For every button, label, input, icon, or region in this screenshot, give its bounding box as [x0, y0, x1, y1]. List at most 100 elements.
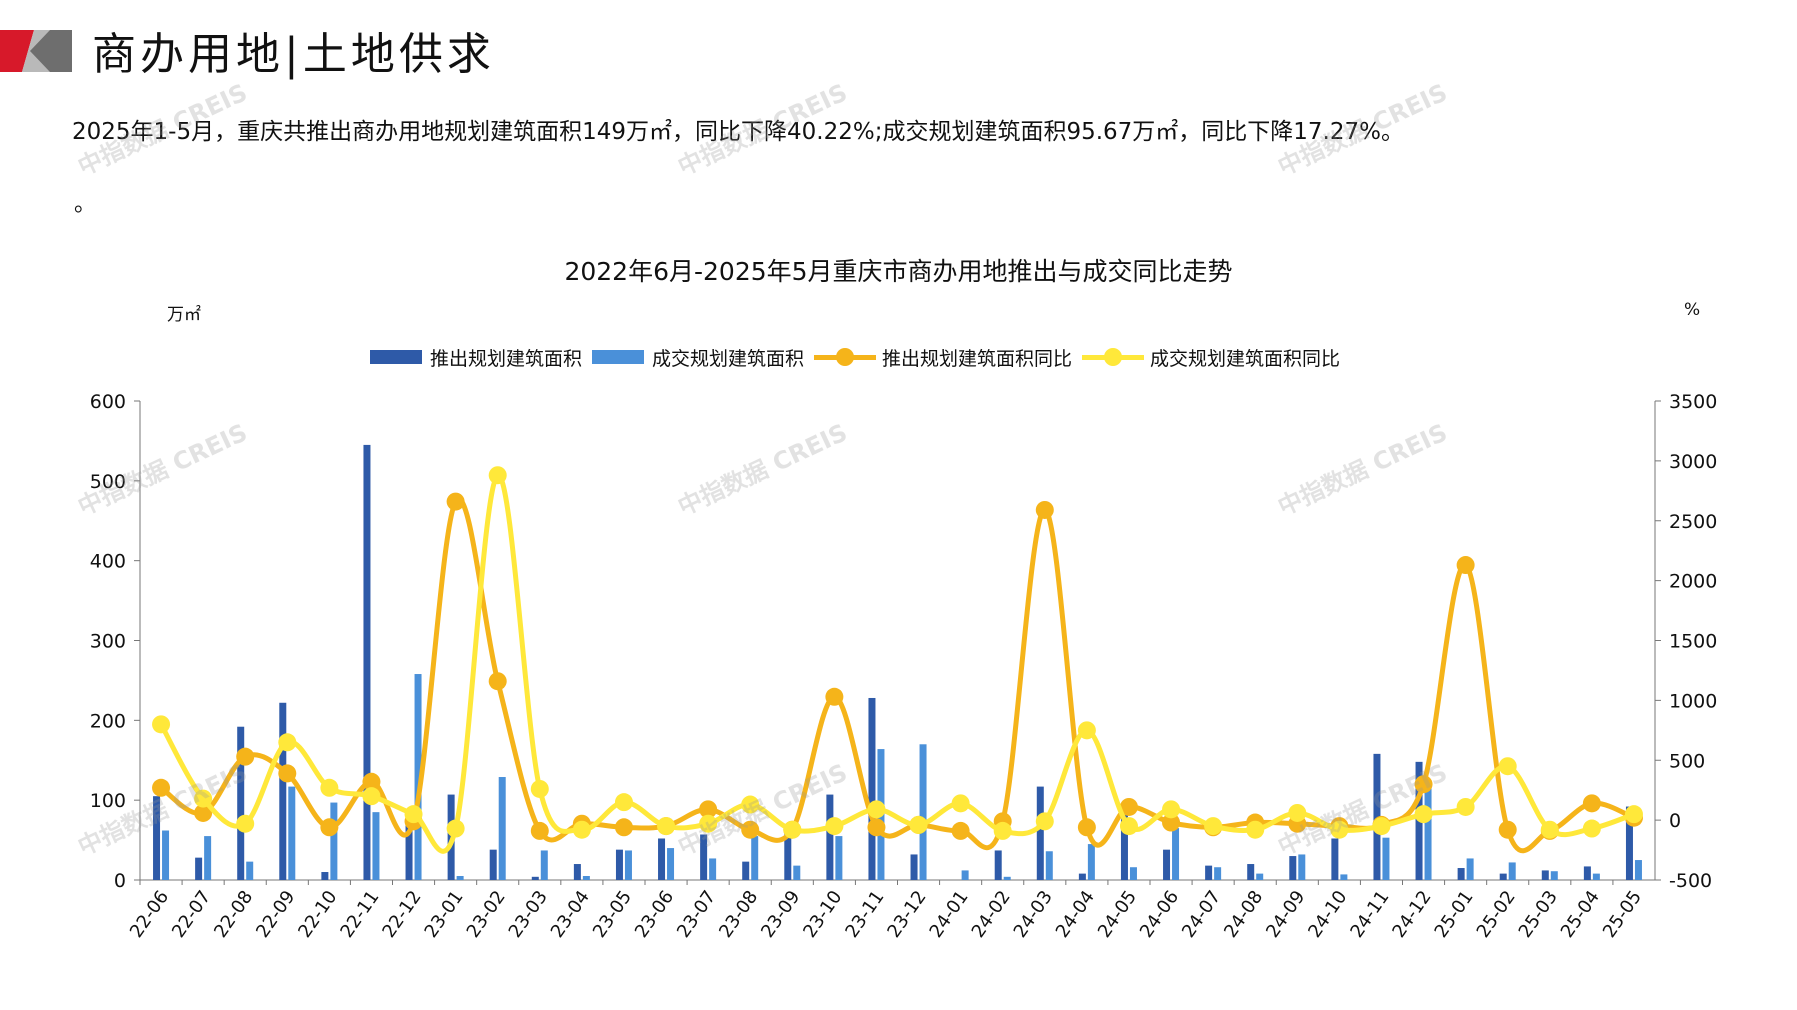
- deal-yoy-point: [657, 817, 676, 836]
- bar-supply: [784, 832, 792, 880]
- right-tick-label: 1500: [1669, 631, 1717, 653]
- supply-yoy-point: [1456, 556, 1475, 575]
- bar-deal: [919, 744, 927, 880]
- supply-yoy-point: [825, 687, 844, 706]
- bar-deal: [498, 777, 506, 880]
- supply-yoy-point: [530, 821, 549, 840]
- bar-supply: [700, 834, 708, 880]
- deal-yoy-point: [1035, 812, 1054, 831]
- bar-deal: [288, 786, 296, 880]
- bar-deal: [1045, 851, 1053, 880]
- supply-yoy-point: [446, 492, 465, 511]
- deal-yoy-point: [993, 821, 1012, 840]
- left-tick-label: 100: [90, 790, 126, 812]
- supply-yoy-point: [320, 818, 339, 837]
- supply-yoy-point: [278, 764, 297, 783]
- legend-item-deal-yoy: 成交规划建筑面积同比: [1082, 344, 1340, 371]
- bar-deal: [414, 674, 422, 880]
- supply-yoy-point: [194, 803, 213, 822]
- deal-yoy-point: [1582, 819, 1601, 838]
- bar-deal: [1466, 858, 1474, 880]
- deal-yoy-point: [1414, 805, 1433, 824]
- right-axis-unit: %: [1684, 300, 1701, 320]
- legend-label: 成交规划建筑面积同比: [1150, 347, 1341, 370]
- left-tick-label: 300: [90, 631, 126, 653]
- deal-yoy-point: [1540, 820, 1559, 839]
- deal-yoy-point: [320, 778, 339, 797]
- supply-yoy-point: [236, 747, 255, 766]
- x-tick-label: 23-10: [799, 887, 846, 942]
- bar-supply: [1541, 870, 1549, 880]
- x-tick-label: 23-03: [505, 887, 552, 942]
- x-tick-label: 24-01: [926, 887, 973, 942]
- header-logo: [0, 30, 72, 72]
- x-tick-label: 24-10: [1304, 887, 1351, 942]
- bar-deal: [793, 865, 801, 880]
- deal-yoy-point: [1372, 817, 1391, 836]
- left-tick-label: 600: [90, 391, 126, 413]
- deal-yoy-point: [572, 820, 591, 839]
- deal-yoy-point: [1498, 757, 1517, 776]
- right-tick-label: 3500: [1669, 391, 1717, 413]
- bar-supply: [1205, 865, 1213, 880]
- bar-deal: [1508, 862, 1516, 880]
- deal-yoy-point: [1246, 820, 1265, 839]
- deal-yoy-point: [614, 793, 633, 812]
- bar-supply: [1036, 786, 1044, 880]
- bar-supply: [1163, 849, 1171, 880]
- bar-deal: [1256, 873, 1264, 880]
- x-tick-label: 23-05: [589, 887, 636, 942]
- deal-yoy-point: [1456, 797, 1475, 816]
- left-tick-label: 200: [90, 710, 126, 732]
- x-tick-label: 24-07: [1178, 887, 1225, 942]
- x-tick-label: 25-05: [1599, 887, 1646, 942]
- deal-yoy-point: [278, 733, 297, 752]
- bar-deal: [162, 830, 170, 880]
- supply-yoy-point: [951, 821, 970, 840]
- bar-supply: [489, 849, 497, 880]
- deal-yoy-point: [530, 779, 549, 798]
- bar-deal: [1382, 837, 1390, 880]
- chart-title: 2022年6月-2025年5月重庆市商办用地推出与成交同比走势: [564, 257, 1233, 286]
- deal-yoy-point: [1288, 803, 1307, 822]
- x-tick-label: 24-03: [1010, 887, 1057, 942]
- supply-yoy-point: [1498, 820, 1517, 839]
- x-tick-label: 25-01: [1431, 887, 1478, 942]
- bar-supply: [826, 794, 834, 880]
- supply-yoy-point: [699, 800, 718, 819]
- deal-yoy-point: [909, 815, 928, 834]
- x-tick-label: 23-12: [883, 887, 930, 942]
- bar-supply: [910, 854, 918, 880]
- x-tick-label: 22-09: [252, 887, 299, 942]
- bar-supply: [742, 861, 750, 880]
- deal-yoy-point: [488, 466, 507, 485]
- supply-yoy-point: [1119, 797, 1138, 816]
- supply-yoy-point: [1414, 775, 1433, 794]
- bar-deal: [204, 836, 212, 880]
- bar-supply: [195, 857, 203, 880]
- right-tick-label: 0: [1669, 810, 1681, 832]
- bar-supply: [994, 850, 1002, 880]
- right-tick-label: -500: [1669, 870, 1712, 892]
- legend-label: 成交规划建筑面积: [652, 347, 805, 370]
- bar-supply: [1583, 866, 1591, 880]
- bar-deal: [246, 861, 254, 880]
- summary-trailing: 。: [74, 192, 97, 217]
- bar-deal: [1003, 876, 1011, 880]
- deal-yoy-point: [1077, 721, 1096, 740]
- bar-deal: [1592, 873, 1600, 880]
- bar-supply: [573, 864, 581, 880]
- supply-yoy-point: [741, 820, 760, 839]
- x-tick-label: 24-04: [1052, 887, 1099, 942]
- x-tick-label: 22-11: [336, 887, 383, 942]
- x-tick-label: 24-06: [1136, 887, 1183, 942]
- right-tick-label: 3000: [1669, 451, 1717, 473]
- deal-yoy-point: [699, 814, 718, 833]
- bar-deal: [1298, 854, 1306, 880]
- bar-deal: [540, 850, 548, 880]
- x-tick-label: 25-02: [1473, 887, 1520, 942]
- deal-yoy-point: [446, 819, 465, 838]
- bar-supply: [153, 796, 161, 880]
- bar-supply: [531, 876, 539, 880]
- bar-deal: [1340, 874, 1348, 880]
